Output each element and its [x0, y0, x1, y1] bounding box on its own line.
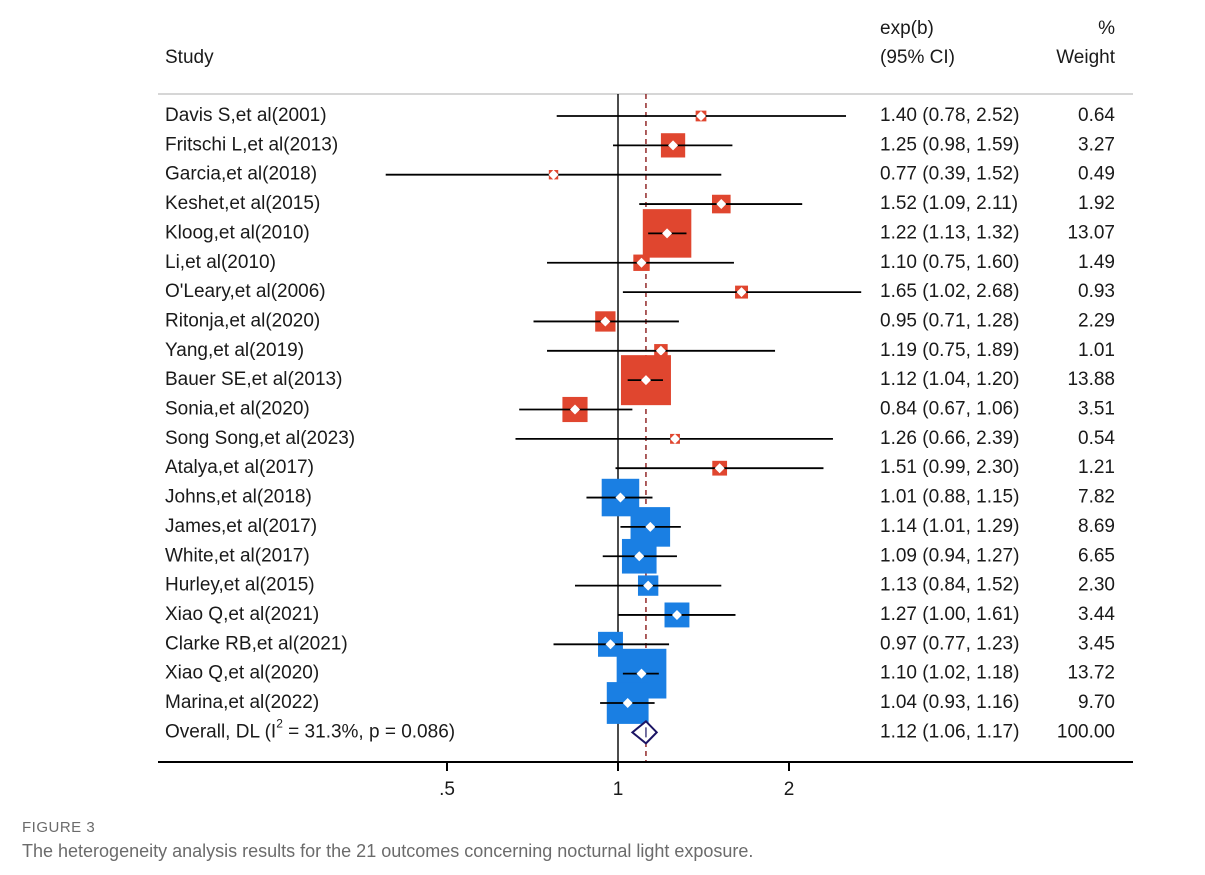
point-estimate-marker	[600, 316, 611, 327]
point-estimate-marker	[655, 345, 666, 356]
ci-value: 1.01 (0.88, 1.15)	[880, 487, 1019, 508]
study-label: Keshet,et al(2015)	[165, 193, 320, 214]
study-label: Bauer SE,et al(2013)	[165, 369, 342, 390]
weight-value: 2.30	[1078, 575, 1115, 596]
weight-value: 7.82	[1078, 487, 1115, 508]
overall-label: Overall, DL (I2 = 31.3%, p = 0.086)	[165, 717, 455, 743]
point-estimate-marker	[670, 433, 681, 444]
overall-weight-value: 100.00	[1057, 721, 1115, 742]
point-estimate-marker	[569, 404, 580, 415]
header-study: Study	[165, 47, 214, 68]
weight-value: 1.21	[1078, 457, 1115, 478]
point-estimate-marker	[671, 609, 682, 620]
study-label: James,et al(2017)	[165, 516, 317, 537]
x-tick-label: .5	[439, 779, 455, 800]
ci-value: 0.77 (0.39, 1.52)	[880, 164, 1019, 185]
point-estimate-marker	[662, 228, 673, 239]
point-estimate-marker	[645, 521, 656, 532]
figure-label: FIGURE 3	[22, 819, 96, 836]
weight-value: 1.49	[1078, 252, 1115, 273]
ci-value: 1.12 (1.04, 1.20)	[880, 369, 1019, 390]
ci-value: 1.26 (0.66, 2.39)	[880, 428, 1019, 449]
weight-value: 0.49	[1078, 164, 1115, 185]
weight-value: 13.88	[1067, 369, 1115, 390]
ci-value: 1.52 (1.09, 2.11)	[880, 193, 1018, 214]
study-label: Davis S,et al(2001)	[165, 105, 327, 126]
weight-value: 2.29	[1078, 310, 1115, 331]
point-estimate-marker	[636, 257, 647, 268]
study-label: Garcia,et al(2018)	[165, 164, 317, 185]
study-label: Clarke RB,et al(2021)	[165, 633, 348, 654]
point-estimate-marker	[548, 169, 559, 180]
ci-value: 1.22 (1.13, 1.32)	[880, 222, 1019, 243]
ci-value: 1.10 (0.75, 1.60)	[880, 252, 1019, 273]
overall-ci-value: 1.12 (1.06, 1.17)	[880, 721, 1019, 742]
point-estimate-marker	[668, 140, 679, 151]
study-label: Marina,et al(2022)	[165, 692, 319, 713]
weight-value: 13.72	[1067, 663, 1115, 684]
header-weight-line2: Weight	[1056, 47, 1115, 68]
weight-value: 9.70	[1078, 692, 1115, 713]
study-label: Li,et al(2010)	[165, 252, 276, 273]
ci-value: 1.65 (1.02, 2.68)	[880, 281, 1019, 302]
overall-diamond	[630, 720, 659, 745]
ci-value: 1.14 (1.01, 1.29)	[880, 516, 1019, 537]
point-estimate-marker	[636, 668, 647, 679]
x-tick-label: 1	[613, 779, 624, 800]
study-label: Yang,et al(2019)	[165, 340, 304, 361]
study-label: Kloog,et al(2010)	[165, 222, 310, 243]
ci-value: 1.19 (0.75, 1.89)	[880, 340, 1019, 361]
point-estimate-marker	[615, 492, 626, 503]
study-label: White,et al(2017)	[165, 545, 310, 566]
study-label: Ritonja,et al(2020)	[165, 310, 320, 331]
ci-value: 0.84 (0.67, 1.06)	[880, 399, 1019, 420]
ci-value: 1.04 (0.93, 1.16)	[880, 692, 1019, 713]
weight-value: 3.27	[1078, 134, 1115, 155]
point-estimate-marker	[736, 287, 747, 298]
ci-value: 0.97 (0.77, 1.23)	[880, 633, 1019, 654]
ci-value: 1.09 (0.94, 1.27)	[880, 545, 1019, 566]
ci-value: 1.13 (0.84, 1.52)	[880, 575, 1019, 596]
ci-value: 1.27 (1.00, 1.61)	[880, 604, 1019, 625]
weight-value: 3.51	[1078, 399, 1115, 420]
header-effect-line1: exp(b)	[880, 18, 934, 39]
study-label: Sonia,et al(2020)	[165, 399, 310, 420]
weight-value: 6.65	[1078, 545, 1115, 566]
ci-value: 1.40 (0.78, 2.52)	[880, 105, 1019, 126]
ci-value: 1.51 (0.99, 2.30)	[880, 457, 1019, 478]
point-estimate-marker	[696, 111, 707, 121]
weight-value: 8.69	[1078, 516, 1115, 537]
study-label: Song Song,et al(2023)	[165, 428, 355, 449]
study-label: O'Leary,et al(2006)	[165, 281, 326, 302]
weight-value: 1.92	[1078, 193, 1115, 214]
point-estimate-marker	[716, 199, 727, 210]
point-estimate-marker	[714, 463, 725, 474]
point-estimate-marker	[643, 580, 654, 591]
study-label: Atalya,et al(2017)	[165, 457, 314, 478]
point-estimate-marker	[622, 698, 633, 708]
point-estimate-marker	[640, 375, 651, 386]
weight-value: 0.54	[1078, 428, 1115, 449]
x-tick-label: 2	[784, 779, 795, 800]
study-label: Xiao Q,et al(2020)	[165, 663, 319, 684]
ci-value: 0.95 (0.71, 1.28)	[880, 310, 1019, 331]
weight-value: 0.93	[1078, 281, 1115, 302]
weight-value: 13.07	[1067, 222, 1115, 243]
study-label: Hurley,et al(2015)	[165, 575, 315, 596]
weight-value: 0.64	[1078, 105, 1115, 126]
forest-plot: Davis S,et al(2001) 1.40 (0.78, 2.52) 0.64…	[158, 93, 1133, 800]
point-estimate-marker	[605, 639, 616, 650]
header-effect-line2: (95% CI)	[880, 47, 955, 68]
weight-value: 3.44	[1078, 604, 1115, 625]
study-label: Fritschi L,et al(2013)	[165, 134, 338, 155]
weight-value: 1.01	[1078, 340, 1115, 361]
ci-value: 1.25 (0.98, 1.59)	[880, 134, 1019, 155]
header-weight-line1: %	[1098, 18, 1115, 39]
point-estimate-marker	[634, 551, 645, 562]
ci-value: 1.10 (1.02, 1.18)	[880, 663, 1019, 684]
study-label: Johns,et al(2018)	[165, 487, 312, 508]
figure-caption: The heterogeneity analysis results for t…	[22, 841, 754, 861]
study-label: Xiao Q,et al(2021)	[165, 604, 319, 625]
weight-value: 3.45	[1078, 633, 1115, 654]
